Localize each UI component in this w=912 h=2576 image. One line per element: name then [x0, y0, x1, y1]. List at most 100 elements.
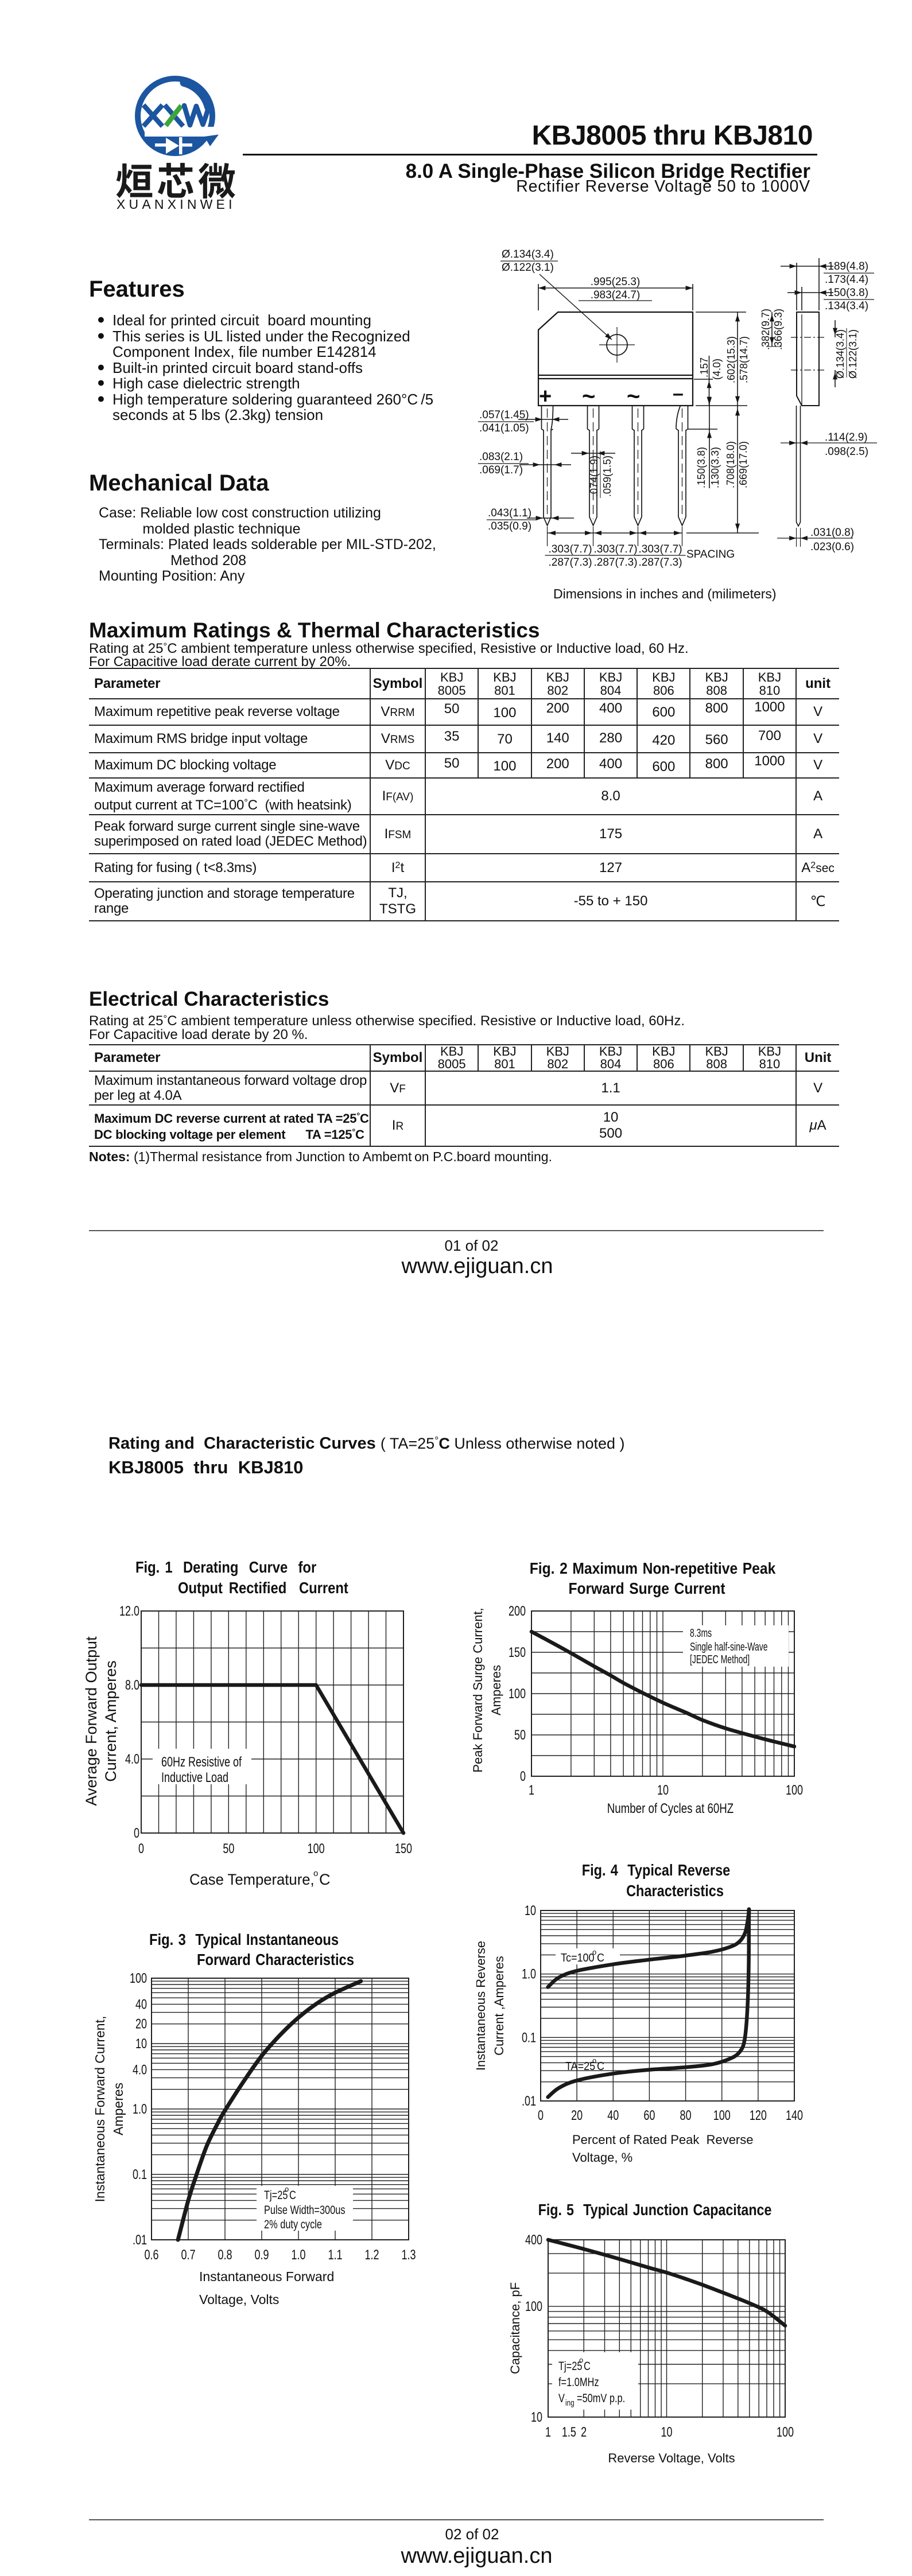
svg-text:C: C: [584, 2359, 591, 2372]
svg-text:.069(1.7): .069(1.7): [479, 464, 523, 476]
svg-text:Instantaneous Forward Current,: Instantaneous Forward Current,: [92, 2016, 107, 2203]
svg-text:Forward Surge Current: Forward Surge Current: [568, 1579, 725, 1598]
svg-text:Fig. 2 Maximum Non-repetitive: Fig. 2 Maximum Non-repetitive Peak: [530, 1559, 776, 1578]
svg-text:.287(7.3): .287(7.3): [548, 557, 592, 569]
svg-text:Tc=100: Tc=100: [561, 1952, 595, 1964]
svg-text:1.0: 1.0: [522, 1967, 536, 1982]
svg-text:Tj=25: Tj=25: [558, 2359, 582, 2372]
svg-text:.995(25.3): .995(25.3): [591, 276, 641, 288]
svg-text:.366(9.3): .366(9.3): [773, 309, 784, 350]
svg-text:o: o: [592, 2056, 596, 2065]
svg-text:.130(3.3): .130(3.3): [709, 447, 721, 488]
svg-text:2: 2: [581, 2425, 587, 2440]
svg-text:100: 100: [509, 1687, 526, 1702]
svg-text:C: C: [597, 1952, 604, 1964]
svg-text:Output Rectified Current: Output Rectified Current: [178, 1578, 348, 1597]
svg-text:Voltage, Volts: Voltage, Volts: [199, 2292, 279, 2307]
svg-text:0: 0: [134, 1826, 139, 1841]
svg-text:.983(24.7): .983(24.7): [591, 289, 641, 301]
svg-text:2% duty cycle: 2% duty cycle: [264, 2217, 322, 2231]
svg-text:10: 10: [525, 1904, 536, 1919]
svg-text:10: 10: [661, 2425, 672, 2440]
svg-text:.303(7.7): .303(7.7): [638, 543, 682, 555]
svg-text:.382(9.7): .382(9.7): [760, 309, 771, 350]
svg-text:.074(1.9): .074(1.9): [588, 456, 600, 497]
svg-text:40: 40: [607, 2108, 619, 2123]
svg-text:.041(1.05): .041(1.05): [479, 422, 529, 434]
svg-text:.578(14.7): .578(14.7): [738, 336, 750, 383]
svg-text:~: ~: [627, 384, 640, 409]
svg-text:1: 1: [545, 2425, 551, 2440]
svg-text:Fig. 5 Typical Junction Capac: Fig. 5 Typical Junction Capacitance: [538, 2201, 772, 2219]
svg-text:.303(7.7): .303(7.7): [593, 543, 637, 555]
svg-text:TA=25: TA=25: [565, 2060, 595, 2073]
svg-text:Capacitance, pF: Capacitance, pF: [508, 2282, 522, 2374]
svg-text:4.0: 4.0: [125, 1752, 139, 1767]
svg-text:.059(1.5): .059(1.5): [601, 456, 613, 497]
svg-text:.031(0.8): .031(0.8): [810, 527, 854, 539]
svg-text:.043(1.1): .043(1.1): [488, 507, 531, 519]
svg-text:o: o: [285, 2185, 289, 2193]
svg-text:.669(17.0): .669(17.0): [738, 441, 749, 488]
svg-text:100: 100: [777, 2425, 794, 2440]
svg-text:o: o: [579, 2356, 583, 2364]
svg-text:.023(0.6): .023(0.6): [810, 541, 854, 553]
svg-text:[JEDEC Method]: [JEDEC Method]: [690, 1652, 750, 1666]
svg-text:0.6: 0.6: [144, 2248, 158, 2263]
svg-text:Fig. 4 Typical Reverse: Fig. 4 Typical Reverse: [582, 1862, 730, 1879]
svg-text:8.0: 8.0: [125, 1678, 139, 1693]
svg-text:100: 100: [786, 1783, 803, 1798]
svg-text:.189(4.8): .189(4.8): [825, 260, 868, 273]
svg-text:Amperes: Amperes: [111, 2083, 126, 2135]
svg-text:.098(2.5): .098(2.5): [825, 446, 868, 458]
svg-text:+: +: [539, 384, 552, 408]
svg-text:100: 100: [525, 2299, 542, 2314]
svg-text:Ø.122(3.1): Ø.122(3.1): [502, 262, 554, 274]
svg-text:1: 1: [529, 1783, 534, 1798]
svg-text:400: 400: [525, 2233, 542, 2248]
svg-text:20: 20: [571, 2108, 583, 2123]
svg-text:Current, Amperes: Current, Amperes: [102, 1660, 119, 1782]
svg-text:50: 50: [514, 1728, 526, 1743]
svg-text:50: 50: [223, 1842, 234, 1857]
svg-text:.057(1.45): .057(1.45): [479, 409, 529, 421]
svg-text:~: ~: [582, 384, 595, 409]
svg-text:Ø.134(3.4): Ø.134(3.4): [502, 248, 554, 260]
svg-text:0.8: 0.8: [218, 2248, 232, 2263]
svg-text:Pulse Width=300us: Pulse Width=300us: [264, 2203, 346, 2216]
svg-text:ing: ing: [565, 2398, 575, 2408]
svg-text:0: 0: [138, 1842, 144, 1857]
svg-text:0.7: 0.7: [181, 2248, 195, 2263]
svg-text:f=1.0MHz: f=1.0MHz: [558, 2375, 599, 2388]
svg-text:.157: .157: [698, 357, 710, 378]
svg-text:Case Temperature,: Case Temperature,: [189, 1870, 315, 1888]
svg-text:140: 140: [786, 2108, 803, 2123]
svg-text:.01: .01: [133, 2233, 147, 2248]
svg-text:Current ,Amperes: Current ,Amperes: [492, 1956, 506, 2056]
svg-text:Single half-sine-Wave: Single half-sine-Wave: [690, 1640, 768, 1653]
svg-text:150: 150: [395, 1842, 412, 1857]
svg-text:C: C: [319, 1871, 331, 1888]
svg-text:Peak Forward Surge Current,: Peak Forward Surge Current,: [471, 1608, 485, 1772]
svg-text:Fig. 1 Derating Curve for: Fig. 1 Derating Curve for: [135, 1558, 316, 1576]
svg-text:C: C: [597, 2060, 604, 2073]
svg-text:Average Forward Output: Average Forward Output: [83, 1636, 100, 1806]
svg-text:.01: .01: [522, 2094, 536, 2109]
svg-text:XUANXINWEI: XUANXINWEI: [117, 197, 236, 212]
svg-text:100: 100: [308, 1842, 325, 1857]
svg-text:V: V: [558, 2391, 565, 2404]
svg-text:.602(15.3): .602(15.3): [725, 336, 737, 383]
svg-text:10: 10: [531, 2410, 542, 2425]
svg-text:0: 0: [538, 2108, 544, 2123]
svg-text:.150(3.8): .150(3.8): [696, 447, 707, 488]
svg-text:1.0: 1.0: [133, 2102, 147, 2117]
svg-text:Tj=25: Tj=25: [264, 2188, 288, 2201]
svg-text:Ø.122(3.1): Ø.122(3.1): [847, 329, 859, 379]
svg-text:40: 40: [135, 1997, 147, 2012]
svg-text:0.1: 0.1: [522, 2030, 536, 2045]
svg-text:1.0: 1.0: [291, 2248, 305, 2263]
svg-text:SPACING: SPACING: [686, 548, 735, 561]
svg-text:10: 10: [657, 1783, 669, 1798]
svg-text:60Hz Resistive of: 60Hz Resistive of: [161, 1755, 242, 1770]
svg-text:.287(7.3): .287(7.3): [593, 557, 637, 569]
